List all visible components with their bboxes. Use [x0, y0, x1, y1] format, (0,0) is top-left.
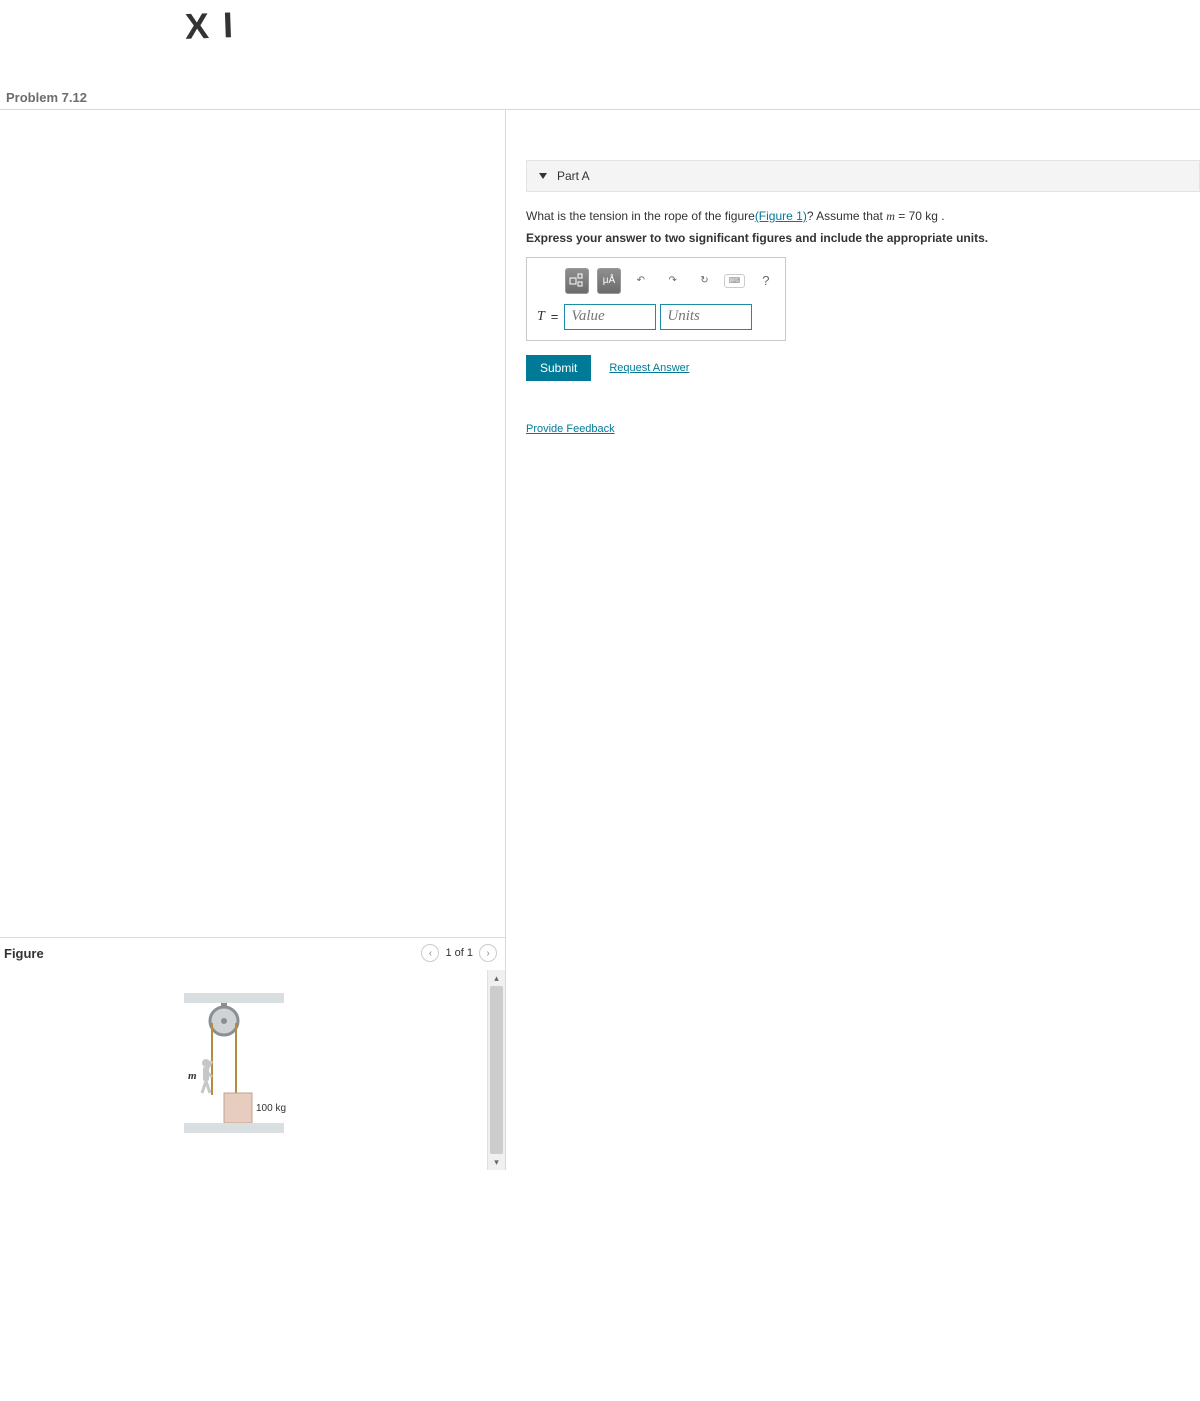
- figure-panel: Figure ‹ 1 of 1 ›: [0, 937, 505, 1170]
- scroll-up-icon[interactable]: ▴: [488, 970, 505, 986]
- question-suffix-1: ? Assume that: [807, 209, 886, 223]
- figure-diagram: m 100 kg: [0, 970, 487, 1170]
- figure-panel-header: Figure ‹ 1 of 1 ›: [0, 938, 505, 970]
- chevron-right-icon: ›: [486, 948, 489, 959]
- question-prefix: What is the tension in the rope of the f…: [526, 209, 755, 223]
- reset-icon: ↻: [700, 275, 708, 286]
- handwritten-annotation: X I: [184, 4, 235, 48]
- figure-prev-button[interactable]: ‹: [421, 944, 439, 962]
- mass-100kg-label: 100 kg: [256, 1103, 286, 1114]
- right-pane: Part A What is the tension in the rope o…: [506, 110, 1200, 1170]
- units-input[interactable]: [660, 304, 752, 330]
- figure-next-button[interactable]: ›: [479, 944, 497, 962]
- mass-m-label: m: [188, 1070, 197, 1082]
- provide-feedback-link[interactable]: Provide Feedback: [526, 423, 615, 435]
- question-text: What is the tension in the rope of the f…: [526, 208, 1200, 225]
- person-icon: [202, 1059, 212, 1093]
- template-icon: [569, 273, 585, 289]
- figure-nav-text: 1 of 1: [445, 947, 473, 959]
- equals-sign: =: [551, 309, 559, 324]
- scroll-down-icon[interactable]: ▾: [488, 1154, 505, 1170]
- left-pane: Figure ‹ 1 of 1 ›: [0, 110, 506, 1170]
- action-row: Submit Request Answer: [526, 355, 1200, 381]
- question-var: m: [886, 209, 895, 223]
- caret-down-icon: [539, 173, 547, 179]
- main-layout: Figure ‹ 1 of 1 ›: [0, 110, 1200, 1170]
- undo-button[interactable]: ↶: [629, 268, 653, 294]
- redo-button[interactable]: ↷: [661, 268, 685, 294]
- answer-row: T =: [537, 304, 775, 330]
- value-input[interactable]: [564, 304, 656, 330]
- redo-icon: ↷: [668, 275, 676, 286]
- question-suffix-2: = 70 kg .: [895, 209, 945, 223]
- chevron-left-icon: ‹: [429, 948, 432, 959]
- template-button[interactable]: [565, 268, 589, 294]
- left-spacer: [0, 110, 505, 937]
- figure-panel-title: Figure: [4, 946, 44, 961]
- scroll-track[interactable]: [490, 986, 503, 1154]
- answer-instruction: Express your answer to two significant f…: [526, 231, 1200, 245]
- answer-toolbar: μÅ ↶ ↷ ↻ ⌨ ?: [537, 268, 775, 294]
- part-a-header[interactable]: Part A: [527, 161, 1199, 191]
- part-a-box: Part A: [526, 160, 1200, 192]
- reset-button[interactable]: ↻: [693, 268, 717, 294]
- variable-label: T: [537, 309, 545, 325]
- feedback-row: Provide Feedback: [526, 421, 1200, 435]
- submit-button[interactable]: Submit: [526, 355, 591, 381]
- problem-title: Problem 7.12: [0, 0, 1200, 110]
- figure-nav: ‹ 1 of 1 ›: [421, 944, 497, 962]
- help-icon: ?: [762, 273, 769, 288]
- figure-body: m 100 kg ▴ ▾: [0, 970, 505, 1170]
- figure-link[interactable]: (Figure 1): [755, 209, 807, 223]
- keyboard-button[interactable]: ⌨: [724, 274, 744, 288]
- request-answer-link[interactable]: Request Answer: [609, 362, 689, 374]
- undo-icon: ↶: [637, 275, 645, 286]
- part-a-label: Part A: [557, 169, 590, 183]
- figure-scrollbar[interactable]: ▴ ▾: [487, 970, 505, 1170]
- answer-box: μÅ ↶ ↷ ↻ ⌨ ? T =: [526, 257, 786, 341]
- units-greek-button[interactable]: μÅ: [597, 268, 621, 294]
- help-button[interactable]: ?: [757, 273, 775, 288]
- keyboard-icon: ⌨: [729, 276, 741, 285]
